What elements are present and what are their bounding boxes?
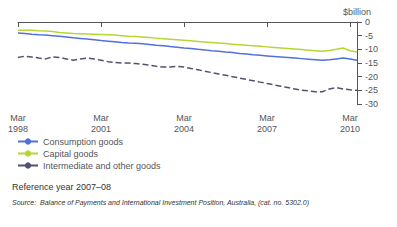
svg-text:Mar: Mar xyxy=(10,113,26,123)
svg-text:-25: -25 xyxy=(365,85,378,95)
svg-text:-20: -20 xyxy=(365,72,378,82)
svg-text:Mar: Mar xyxy=(259,113,275,123)
svg-text:0: 0 xyxy=(365,17,370,27)
svg-text:-30: -30 xyxy=(365,99,378,109)
svg-text:-15: -15 xyxy=(365,58,378,68)
svg-text:Source: Balance of Payments a: Source: Balance of Payments and Internat… xyxy=(12,199,309,207)
svg-text:2001: 2001 xyxy=(91,124,111,134)
svg-text:Mar: Mar xyxy=(93,113,109,123)
svg-text:$billion: $billion xyxy=(343,7,371,17)
svg-text:2007: 2007 xyxy=(257,124,277,134)
svg-text:-10: -10 xyxy=(365,44,378,54)
svg-text:Intermediate and other goods: Intermediate and other goods xyxy=(43,161,161,171)
svg-text:2010: 2010 xyxy=(340,124,360,134)
svg-text:Capital goods: Capital goods xyxy=(43,149,99,159)
svg-text:Mar: Mar xyxy=(176,113,192,123)
svg-text:Consumption goods: Consumption goods xyxy=(43,137,124,147)
svg-text:Mar: Mar xyxy=(342,113,358,123)
svg-text:2004: 2004 xyxy=(174,124,194,134)
svg-text:Reference year 2007–08: Reference year 2007–08 xyxy=(12,182,111,192)
svg-text:-5: -5 xyxy=(365,31,373,41)
svg-text:1998: 1998 xyxy=(8,124,28,134)
